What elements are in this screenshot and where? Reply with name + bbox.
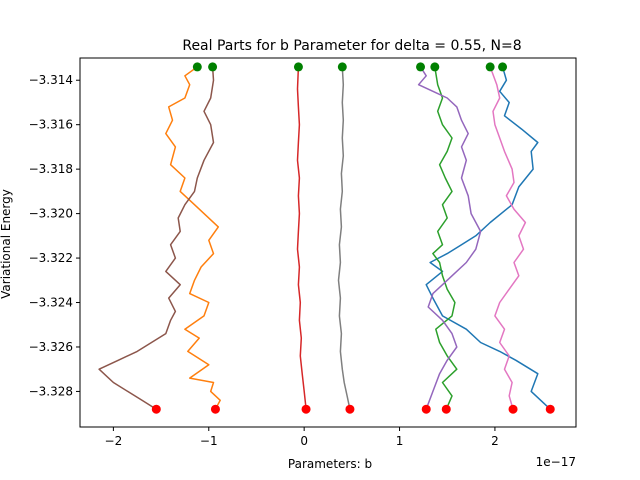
series-line-5 — [417, 66, 482, 410]
series-line-4 — [296, 66, 307, 410]
end-point-2 — [192, 62, 202, 72]
y-tick-label: −3.316 — [29, 118, 73, 132]
end-point-7 — [485, 62, 495, 72]
chart-title: Real Parts for b Parameter for delta = 0… — [182, 38, 521, 54]
x-tick-label: −2 — [105, 434, 123, 448]
x-tick-label: 0 — [300, 434, 308, 448]
y-tick-label: −3.314 — [29, 73, 73, 87]
x-tick-label: −1 — [200, 434, 218, 448]
end-point-5 — [416, 62, 426, 72]
series-line-1 — [425, 66, 551, 410]
x-offset-label: 1e−17 — [536, 455, 576, 469]
start-point-4 — [301, 404, 311, 414]
series-line-6 — [98, 66, 215, 410]
axes: −2 −1 0 1 2 −3.314 −3.316 −3.318 −3.320 −3.322 −3.… — [29, 57, 577, 448]
y-tick-label: −3.320 — [29, 207, 73, 221]
y-tick-label: −3.318 — [29, 162, 73, 176]
series-line-7 — [489, 66, 527, 410]
end-point-3 — [430, 62, 440, 72]
start-point-6 — [151, 404, 161, 414]
x-tick-label: 2 — [491, 434, 499, 448]
start-point-1 — [545, 404, 555, 414]
y-tick-label: −3.322 — [29, 251, 73, 265]
end-point-4 — [293, 62, 303, 72]
y-tick-label: −3.324 — [29, 296, 73, 310]
end-point-8 — [337, 62, 347, 72]
end-point-6 — [208, 62, 218, 72]
x-axis-label: Parameters: b — [288, 457, 372, 471]
start-point-3 — [441, 404, 451, 414]
end-point-1 — [498, 62, 508, 72]
series-line-3 — [432, 66, 458, 410]
start-point-7 — [508, 404, 518, 414]
series-line-2 — [165, 66, 221, 410]
y-tick-label: −3.326 — [29, 340, 73, 354]
y-tick-label: −3.328 — [29, 384, 73, 398]
start-point-5 — [421, 404, 431, 414]
y-axis-label: Variational Energy — [0, 189, 13, 299]
axes-frame — [79, 57, 577, 428]
x-tick-label: 1 — [396, 434, 404, 448]
series-line-8 — [337, 66, 351, 410]
start-point-2 — [210, 404, 220, 414]
start-point-8 — [345, 404, 355, 414]
plot-area — [98, 62, 555, 414]
